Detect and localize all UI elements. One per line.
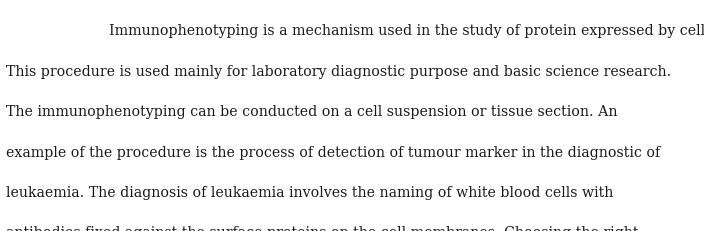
Text: example of the procedure is the process of detection of tumour marker in the dia: example of the procedure is the process … xyxy=(6,146,660,160)
Text: Immunophenotyping is a mechanism used in the study of protein expressed by cells: Immunophenotyping is a mechanism used in… xyxy=(109,24,704,38)
Text: This procedure is used mainly for laboratory diagnostic purpose and basic scienc: This procedure is used mainly for labora… xyxy=(6,65,671,79)
Text: The immunophenotyping can be conducted on a cell suspension or tissue section. A: The immunophenotyping can be conducted o… xyxy=(6,105,617,119)
Text: leukaemia. The diagnosis of leukaemia involves the naming of white blood cells w: leukaemia. The diagnosis of leukaemia in… xyxy=(6,186,613,200)
Text: antibodies fixed against the surface proteins on the cell membranes. Choosing th: antibodies fixed against the surface pro… xyxy=(6,226,638,231)
